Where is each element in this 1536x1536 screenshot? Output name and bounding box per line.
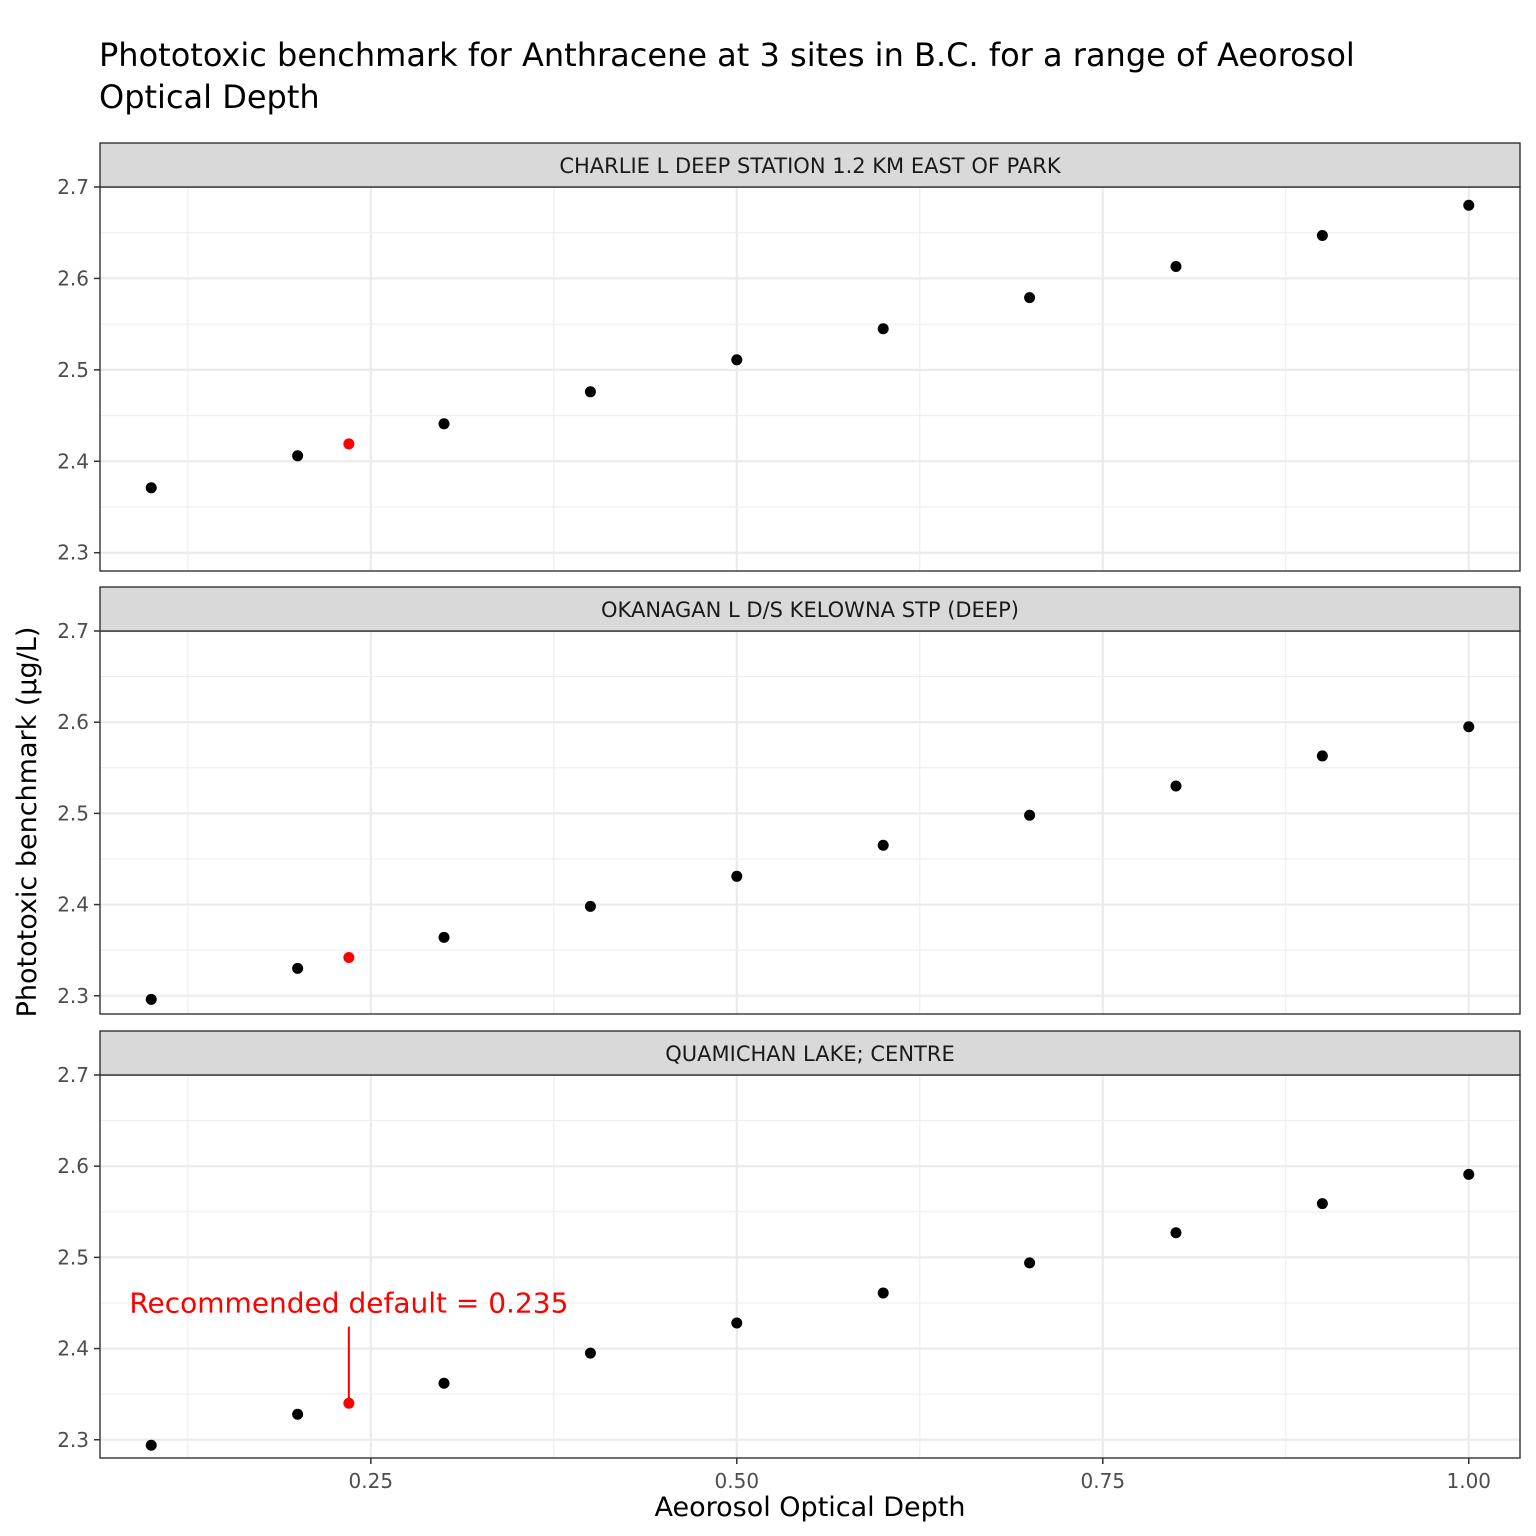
panel-background [100, 1075, 1520, 1458]
data-point [145, 1439, 157, 1451]
data-point [292, 450, 304, 462]
facet-panel: 2.3 2.4 2.5 2.6 2.7 QUAMICHAN LAKE; CENTRE Rec… [57, 1030, 1521, 1459]
x-tick-label: 0.25 [349, 1469, 394, 1493]
facet-strip [99, 1030, 1521, 1076]
facet-strip-label: CHARLIE L DEEP STATION 1.2 KM EAST OF PA… [559, 154, 1062, 178]
x-axis: 0.25 0.50 0.75 1.00 [349, 1458, 1491, 1493]
y-axis-title: Phototoxic benchmark (µg/L) [12, 627, 43, 1018]
y-tick-label: 2.4 [57, 1337, 89, 1361]
data-point [1463, 199, 1475, 211]
highlight-point [343, 438, 355, 450]
chart-title-line-2: Optical Depth [99, 78, 320, 116]
data-point [1170, 261, 1182, 273]
data-point [145, 482, 157, 494]
data-point [584, 386, 596, 398]
data-point [438, 931, 450, 943]
x-tick-label: 1.00 [1446, 1469, 1491, 1493]
y-tick-label: 2.7 [57, 619, 89, 643]
data-point [292, 1408, 304, 1420]
y-tick-label: 2.5 [57, 801, 89, 825]
x-tick-label: 0.75 [1081, 1469, 1126, 1493]
data-point [1316, 229, 1328, 241]
data-point [1024, 292, 1036, 304]
data-point [877, 323, 889, 335]
y-tick-label: 2.7 [57, 1063, 89, 1087]
y-tick-label: 2.6 [57, 1154, 89, 1178]
data-point [731, 870, 743, 882]
x-axis-title: Aeorosol Optical Depth [654, 1492, 965, 1523]
y-tick-label: 2.3 [57, 984, 89, 1008]
data-point [438, 1377, 450, 1389]
data-point [1463, 1168, 1475, 1180]
data-point [1463, 721, 1475, 733]
data-point [1316, 1198, 1328, 1210]
y-tick-label: 2.3 [57, 541, 89, 565]
data-point [1170, 1227, 1182, 1239]
facet-panel: 2.3 2.4 2.5 2.6 2.7 OKANAGAN L D/S KELOWNA ST… [57, 586, 1521, 1015]
data-point [731, 354, 743, 366]
facet-strip-label: OKANAGAN L D/S KELOWNA STP (DEEP) [601, 598, 1019, 622]
y-tick-label: 2.4 [57, 893, 89, 917]
y-tick-label: 2.5 [57, 1245, 89, 1269]
y-tick-label: 2.5 [57, 358, 89, 382]
y-tick-label: 2.7 [57, 175, 89, 199]
y-tick-label: 2.6 [57, 266, 89, 290]
data-point [1316, 750, 1328, 762]
chart-title-line-1: Phototoxic benchmark for Anthracene at 3… [99, 36, 1355, 74]
data-point [145, 993, 157, 1005]
x-tick-label: 0.50 [715, 1469, 760, 1493]
highlight-point [343, 1397, 355, 1409]
facet-strip [99, 142, 1521, 188]
panel-background [100, 187, 1520, 571]
y-tick-label: 2.3 [57, 1428, 89, 1452]
data-point [877, 1287, 889, 1299]
data-point [1170, 780, 1182, 792]
data-point [292, 962, 304, 974]
panel-background [100, 631, 1520, 1014]
facet-strip-label: QUAMICHAN LAKE; CENTRE [665, 1042, 954, 1066]
facet-panel: 2.3 2.4 2.5 2.6 2.7 CHARLIE L DEEP STATION 1.… [57, 142, 1521, 572]
y-tick-label: 2.4 [57, 449, 89, 473]
data-point [731, 1317, 743, 1329]
facet-panels: 2.3 2.4 2.5 2.6 2.7 CHARLIE L DEEP STATION 1.… [57, 142, 1521, 1459]
data-point [438, 418, 450, 430]
data-point [1024, 1257, 1036, 1269]
facet-strip [99, 586, 1521, 632]
data-point [584, 1347, 596, 1359]
data-point [584, 900, 596, 912]
y-tick-label: 2.6 [57, 710, 89, 734]
highlight-point [343, 951, 355, 963]
annotation-label: Recommended default = 0.235 [129, 1287, 568, 1320]
data-point [877, 839, 889, 851]
data-point [1024, 809, 1036, 821]
